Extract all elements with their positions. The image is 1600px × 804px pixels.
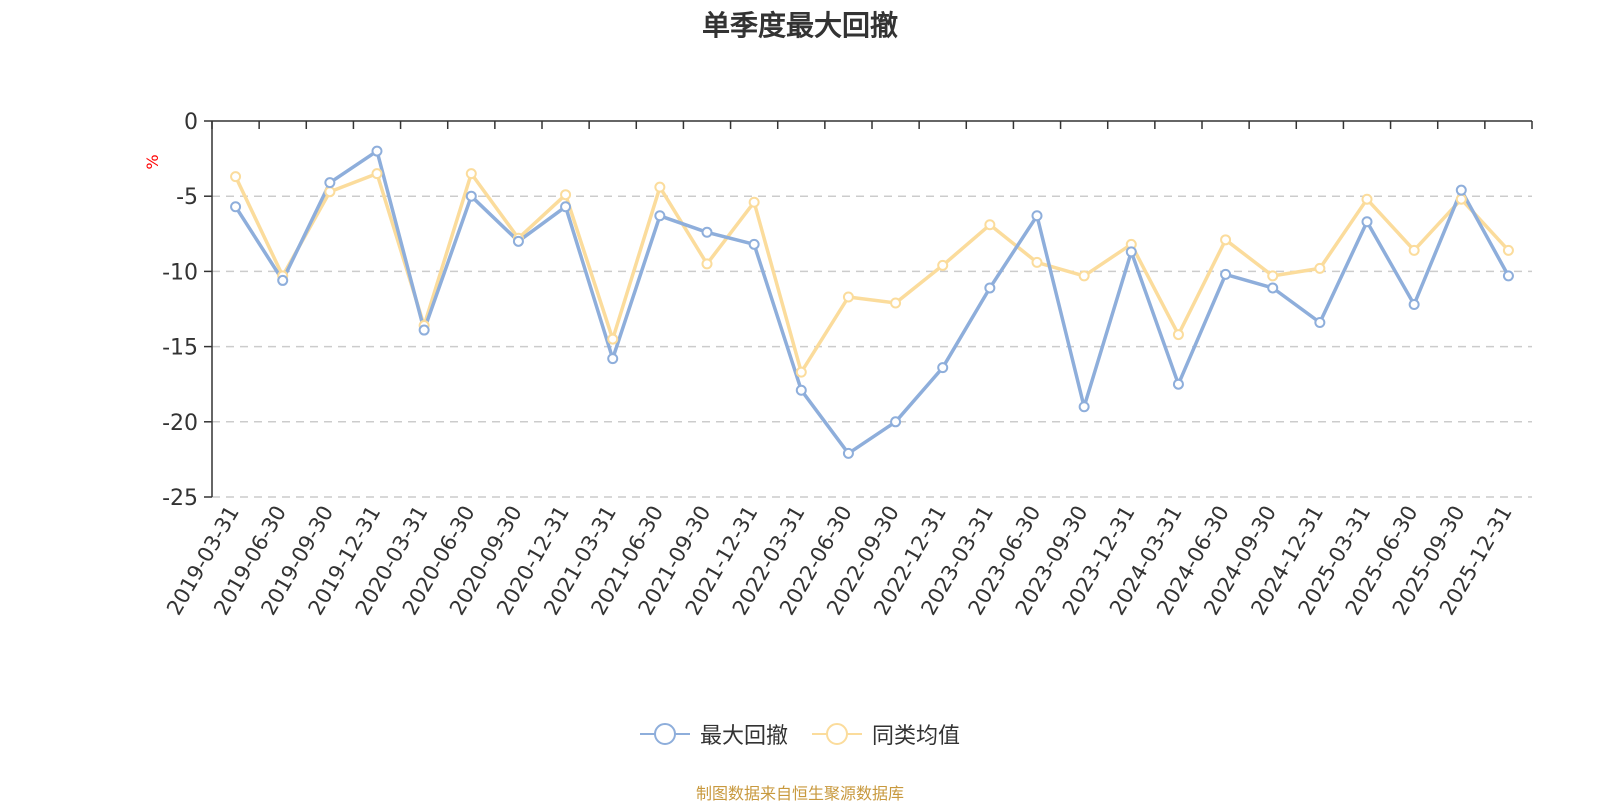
y-tick-label: -15 — [162, 336, 198, 361]
data-point — [654, 181, 666, 193]
data-point — [1172, 378, 1184, 390]
data-point — [984, 282, 996, 294]
data-point — [1361, 193, 1373, 205]
data-point — [1125, 246, 1137, 258]
data-point — [1172, 329, 1184, 341]
data-point — [277, 274, 289, 286]
data-point — [748, 238, 760, 250]
data-point — [512, 235, 524, 247]
data-point — [701, 258, 713, 270]
data-point — [1078, 401, 1090, 413]
data-point — [890, 297, 902, 309]
legend: 最大回撤 同类均值 — [0, 718, 1600, 750]
data-point — [324, 177, 336, 189]
series-lines — [234, 149, 1510, 456]
data-point — [984, 219, 996, 231]
data-point — [230, 201, 242, 213]
y-tick-label: -5 — [176, 185, 198, 210]
series-line-0 — [234, 149, 1510, 456]
data-point — [1078, 270, 1090, 282]
data-points — [230, 145, 1514, 459]
data-point — [842, 291, 854, 303]
data-point — [1031, 210, 1043, 222]
legend-item-max-drawdown[interactable]: 最大回撤 — [639, 718, 788, 750]
legend-marker-icon — [639, 723, 690, 745]
y-tick-label: -10 — [162, 260, 198, 285]
data-point — [560, 189, 572, 201]
legend-label: 同类均值 — [872, 724, 961, 749]
data-point — [607, 333, 619, 345]
data-point — [1220, 268, 1232, 280]
data-point — [230, 171, 242, 183]
data-point — [1031, 256, 1043, 268]
data-point — [795, 384, 807, 396]
data-point — [371, 168, 383, 180]
source-footnote: 制图数据来自恒生聚源数据库 — [695, 784, 904, 803]
y-tick-label: -20 — [162, 411, 198, 436]
data-point — [607, 353, 619, 365]
data-point — [1455, 184, 1467, 196]
data-point — [1361, 216, 1373, 228]
data-point — [1314, 262, 1326, 274]
data-point — [1408, 298, 1420, 310]
legend-marker-icon — [812, 723, 862, 745]
legend-label: 最大回撤 — [699, 724, 788, 749]
legend-item-peer-average[interactable]: 同类均值 — [812, 718, 960, 750]
data-point — [1220, 234, 1232, 246]
data-point — [842, 447, 854, 459]
data-point — [795, 366, 807, 378]
y-axis-label: % — [143, 154, 162, 169]
data-point — [1408, 244, 1420, 256]
data-point — [1455, 193, 1467, 205]
data-point — [890, 416, 902, 428]
data-point — [1267, 270, 1279, 282]
data-point — [465, 190, 477, 202]
data-point — [324, 186, 336, 198]
data-point — [748, 196, 760, 208]
data-point — [654, 210, 666, 222]
data-point — [1502, 270, 1514, 282]
data-point — [418, 324, 430, 336]
chart-title: 单季度最大回撤 — [701, 9, 898, 42]
line-chart: 0-5-10-15-20-252019-03-312019-06-302019-… — [143, 110, 1533, 619]
tick-labels: 0-5-10-15-20-252019-03-312019-06-302019-… — [143, 110, 1517, 619]
data-point — [1267, 282, 1279, 294]
data-point — [371, 145, 383, 157]
data-point — [937, 259, 949, 271]
data-point — [465, 168, 477, 180]
data-point — [937, 362, 949, 374]
axes — [204, 120, 1533, 498]
y-tick-label: 0 — [184, 110, 198, 135]
series-line-1 — [234, 171, 1510, 374]
data-point — [701, 226, 713, 238]
data-point — [560, 201, 572, 213]
data-point — [1314, 317, 1326, 329]
y-tick-label: -25 — [162, 486, 198, 511]
grid-lines — [212, 195, 1532, 498]
data-point — [1502, 244, 1514, 256]
